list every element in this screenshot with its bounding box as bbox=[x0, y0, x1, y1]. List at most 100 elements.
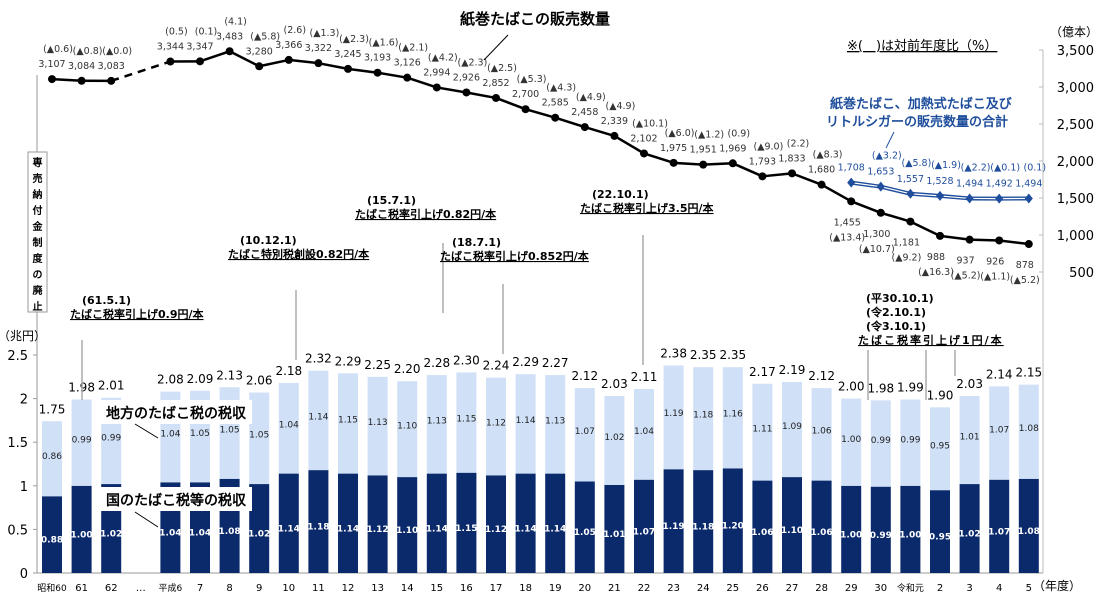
bar-national bbox=[71, 485, 92, 573]
cigarette-value-label: 1,833 bbox=[778, 153, 805, 164]
right-tick-label: 3,500 bbox=[1057, 44, 1094, 59]
cigarette-point bbox=[255, 62, 264, 71]
left-tick-label: 0 bbox=[20, 567, 28, 582]
bar-national bbox=[367, 475, 388, 573]
cigarette-change-label: (▲16.3) bbox=[918, 267, 954, 278]
cigarette-change-label: (▲1.6) bbox=[369, 38, 399, 49]
bar-local-label: 1.00 bbox=[841, 435, 861, 445]
bar-national-label: 0.95 bbox=[929, 533, 951, 543]
cigarette-point bbox=[314, 59, 323, 68]
cigarette-change-label: (▲0.6) bbox=[43, 44, 73, 55]
bar-total-label: 2.12 bbox=[571, 369, 598, 383]
x-tick-label: 4 bbox=[996, 583, 1002, 594]
bar-local bbox=[71, 399, 92, 486]
total-line-inner bbox=[851, 182, 881, 188]
bar-local bbox=[42, 421, 62, 497]
x-tick-label: 24 bbox=[697, 583, 710, 594]
bar-national-label: 1.10 bbox=[396, 526, 418, 536]
cigarette-line-segment bbox=[850, 200, 882, 214]
bar-national-label: 1.19 bbox=[662, 522, 684, 532]
cigarette-change-label: (▲9.2) bbox=[891, 253, 921, 264]
cigarette-line-segment bbox=[495, 96, 527, 111]
bar-total-label: 2.35 bbox=[690, 348, 717, 362]
total-value-label: 1,492 bbox=[986, 179, 1013, 190]
cigarette-line-segment bbox=[436, 86, 467, 94]
bar-total-label: 2.09 bbox=[187, 372, 214, 386]
bar-total-label: 2.11 bbox=[631, 370, 658, 384]
x-tick-label: 5 bbox=[1026, 583, 1032, 594]
cigarette-change-label: (▲2.3) bbox=[339, 34, 369, 45]
arrow-line bbox=[885, 131, 895, 149]
cigarette-change-label: (▲2.3) bbox=[457, 57, 487, 68]
cigarette-change-label: (▲1.3) bbox=[309, 28, 339, 39]
x-tick-label: 12 bbox=[342, 583, 355, 594]
cigarette-line-segment bbox=[703, 162, 733, 166]
bar-total-label: 2.29 bbox=[512, 355, 539, 369]
cigarette-point bbox=[373, 68, 382, 77]
bar-local-label: 0.99 bbox=[72, 435, 92, 445]
cigarette-value-label: 988 bbox=[927, 252, 945, 263]
bar-total-label: 2.06 bbox=[246, 373, 273, 387]
total-point bbox=[1024, 193, 1033, 204]
bar-local-label: 0.99 bbox=[900, 435, 920, 445]
bar-national bbox=[752, 480, 773, 573]
bar-local-label: 1.02 bbox=[604, 433, 624, 443]
event-text: たばこ税率引上げ0.9円/本 bbox=[70, 307, 204, 321]
bar-local-label: 1.05 bbox=[249, 431, 269, 441]
bar-local-label: 1.07 bbox=[989, 425, 1009, 435]
bar-total-label: 1.75 bbox=[39, 402, 66, 416]
total-change-label: (▲3.2) bbox=[872, 151, 902, 162]
bar-national-label: 1.08 bbox=[218, 527, 240, 537]
cigarette-point bbox=[788, 169, 796, 178]
bar-local bbox=[841, 398, 862, 486]
total-line-inner bbox=[910, 193, 941, 197]
cigarette-point bbox=[432, 83, 441, 92]
total-change-label: (▲0.1) bbox=[990, 163, 1020, 174]
bar-local bbox=[870, 400, 891, 487]
bar-national-label: 1.06 bbox=[751, 528, 773, 538]
total-change-label: (▲1.9) bbox=[931, 160, 961, 171]
bar-national-label: 1.07 bbox=[633, 527, 655, 537]
bar-national bbox=[278, 473, 299, 573]
bar-total-label: 2.19 bbox=[779, 363, 806, 377]
event-date: (61.5.1) bbox=[82, 294, 131, 307]
right-tick-label: 2,500 bbox=[1057, 118, 1094, 133]
x-tick-label: 22 bbox=[638, 583, 651, 594]
cigarette-change-label: (0.1) bbox=[195, 26, 218, 37]
cigarette-line-segment bbox=[584, 125, 615, 138]
cigarette-value-label: 3,245 bbox=[334, 49, 361, 60]
cigarette-line-segment bbox=[643, 152, 674, 165]
x-tick-label: 29 bbox=[845, 583, 858, 594]
event-date: (令3.10.1) bbox=[866, 319, 926, 333]
bar-local-label: 1.14 bbox=[516, 416, 536, 426]
bar-total-label: 2.14 bbox=[986, 367, 1013, 381]
cigarette-value-label: 2,339 bbox=[601, 116, 628, 127]
bar-local bbox=[397, 381, 418, 478]
event-date: (10.12.1) bbox=[240, 234, 297, 247]
bar-national bbox=[841, 485, 862, 573]
cigarette-point bbox=[580, 123, 589, 132]
cigarette-change-label: (▲4.9) bbox=[576, 92, 606, 103]
cigarette-change-label: (▲0.0) bbox=[102, 46, 132, 57]
cigarette-value-label: 3,344 bbox=[157, 42, 184, 53]
cigarette-value-label: 3,107 bbox=[38, 59, 65, 70]
bar-national bbox=[900, 485, 921, 573]
bar-local-label: 1.15 bbox=[338, 415, 358, 425]
bar-national-label: 1.01 bbox=[603, 530, 625, 540]
cigarette-point bbox=[610, 131, 619, 140]
bar-national-label: 1.04 bbox=[159, 529, 181, 539]
cigarette-value-label: 1,300 bbox=[863, 229, 890, 240]
cigarette-line-segment bbox=[525, 107, 556, 119]
bar-national-label: 1.14 bbox=[426, 524, 448, 534]
arrow-line bbox=[483, 34, 509, 61]
bar-national-label: 1.14 bbox=[514, 524, 536, 534]
monopoly-char: 専 bbox=[33, 156, 43, 169]
bar-total-label: 2.25 bbox=[364, 358, 391, 372]
event-date: (平30.10.1) bbox=[866, 292, 934, 305]
total-change-label: (▲2.2) bbox=[961, 162, 991, 173]
bar-national bbox=[634, 479, 654, 573]
bar-national-label: 1.14 bbox=[278, 524, 300, 534]
bar-local-label: 1.09 bbox=[782, 422, 802, 432]
cigarette-point bbox=[847, 197, 856, 206]
cigarette-value-label: 1,680 bbox=[808, 165, 835, 176]
